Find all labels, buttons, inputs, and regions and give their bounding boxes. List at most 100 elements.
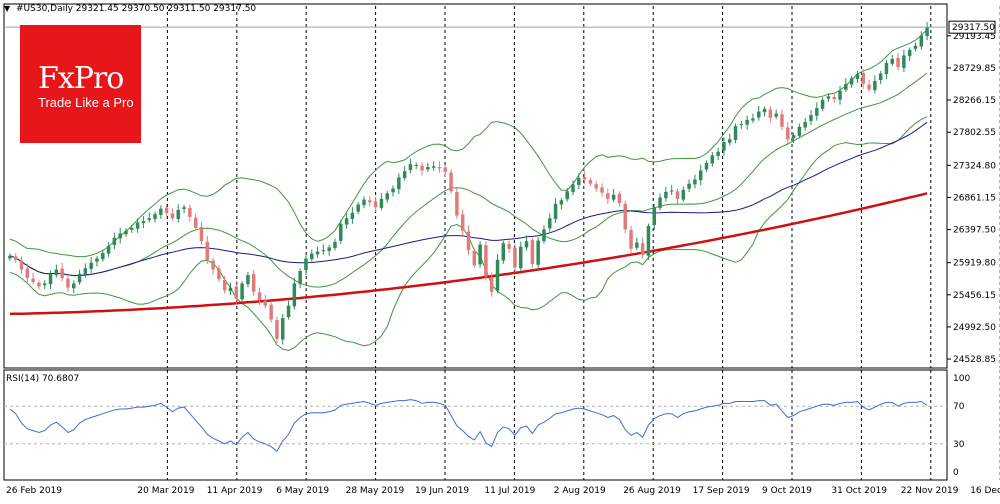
candle-body xyxy=(420,165,424,171)
candle-body xyxy=(751,118,755,121)
candle-body xyxy=(48,274,53,285)
price-pane-frame xyxy=(3,3,948,369)
candle-body xyxy=(652,207,657,225)
candle-body xyxy=(536,240,540,265)
candle-body xyxy=(681,189,686,200)
logo-tagline: Trade Like a Pro xyxy=(38,95,134,110)
menu-arrow-icon[interactable]: ▼ xyxy=(4,4,11,13)
candle-body xyxy=(919,35,924,47)
candle-body xyxy=(298,270,302,285)
candle-body xyxy=(443,167,448,172)
rsi-tick-label: 100 xyxy=(953,374,970,384)
candle-body xyxy=(193,217,198,228)
candle-body xyxy=(838,90,842,100)
candle-body xyxy=(913,45,918,49)
candle-body xyxy=(368,200,372,203)
candle-body xyxy=(397,177,401,190)
candle-body xyxy=(217,268,221,280)
candle-body xyxy=(710,155,715,164)
candle-body xyxy=(66,278,70,288)
candle-body xyxy=(571,184,575,192)
candle-body xyxy=(141,221,146,224)
candle-body xyxy=(600,187,604,193)
candle-body xyxy=(234,286,239,299)
candle-body xyxy=(844,83,848,90)
candle-body xyxy=(629,230,633,249)
rsi-pane-frame xyxy=(3,369,948,481)
candle-body xyxy=(594,184,598,189)
candle-body xyxy=(240,283,244,300)
fxpro-logo: FxPro Trade Like a Pro xyxy=(20,25,141,143)
candle-body xyxy=(426,167,430,170)
candle-body xyxy=(101,252,105,260)
candle-body xyxy=(745,119,749,125)
candle-body xyxy=(251,274,256,292)
date-tick-label: 11 Jul 2019 xyxy=(484,486,535,496)
candle-body xyxy=(228,287,233,292)
price-tick-label: 24992.50 xyxy=(953,323,996,333)
candle-body xyxy=(786,127,790,140)
candle-body xyxy=(19,260,24,270)
candle-body xyxy=(8,255,12,259)
candle-body xyxy=(542,229,546,242)
candle-body xyxy=(176,209,180,219)
candle-body xyxy=(565,191,569,200)
candle-body xyxy=(519,246,523,269)
candle-body xyxy=(902,55,906,68)
candle-body xyxy=(13,256,18,260)
candle-body xyxy=(553,203,558,219)
candle-body xyxy=(327,247,331,251)
candle-body xyxy=(310,253,314,260)
candle-body xyxy=(257,292,262,301)
candle-body xyxy=(466,231,471,251)
candle-body xyxy=(391,188,395,193)
candle-body xyxy=(350,212,355,219)
price-tick-label: 25456.15 xyxy=(953,291,996,301)
rsi-tick-label: 70 xyxy=(953,402,965,412)
candle-body xyxy=(489,277,494,292)
candle-body xyxy=(83,268,88,275)
candle-body xyxy=(791,135,796,139)
date-tick-label: 26 Aug 2019 xyxy=(623,486,681,496)
candle-body xyxy=(275,320,279,339)
candle-body xyxy=(159,208,163,215)
candle-body xyxy=(716,151,720,156)
candle-body xyxy=(182,207,186,209)
candle-body xyxy=(478,244,482,265)
candle-body xyxy=(31,278,35,283)
candle-body xyxy=(333,241,337,249)
candle-body xyxy=(617,193,622,204)
candle-body xyxy=(820,99,825,109)
candle-body xyxy=(524,241,529,248)
candle-body xyxy=(402,171,407,179)
date-tick-label: 20 Mar 2019 xyxy=(137,486,194,496)
candle-body xyxy=(623,203,627,230)
candle-body xyxy=(698,170,703,181)
candle-body xyxy=(472,250,477,266)
candle-body xyxy=(815,108,819,116)
candle-body xyxy=(884,63,889,75)
logo-name: FxPro xyxy=(38,61,124,96)
candle-body xyxy=(704,162,709,170)
date-tick-label: 26 Feb 2019 xyxy=(6,486,62,496)
bollinger-upper-line xyxy=(9,29,928,258)
candle-body xyxy=(722,142,726,151)
candle-body xyxy=(379,198,384,208)
candle-body xyxy=(211,260,215,270)
current-price-label: 29317.50 xyxy=(952,23,995,33)
candle-body xyxy=(205,241,210,260)
candle-body xyxy=(344,218,349,225)
date-tick-label: 11 Apr 2019 xyxy=(207,486,263,496)
candle-body xyxy=(501,243,506,261)
candle-body xyxy=(658,197,662,208)
price-tick-label: 26861.15 xyxy=(953,193,996,203)
rsi-line xyxy=(9,399,928,453)
rsi-header: RSI(14) 70.6807 xyxy=(6,374,80,384)
candle-body xyxy=(60,268,64,278)
candle-body xyxy=(147,218,151,221)
candle-body xyxy=(280,318,285,340)
candle-body xyxy=(460,214,465,231)
candle-body xyxy=(222,279,227,291)
candle-body xyxy=(687,183,691,189)
